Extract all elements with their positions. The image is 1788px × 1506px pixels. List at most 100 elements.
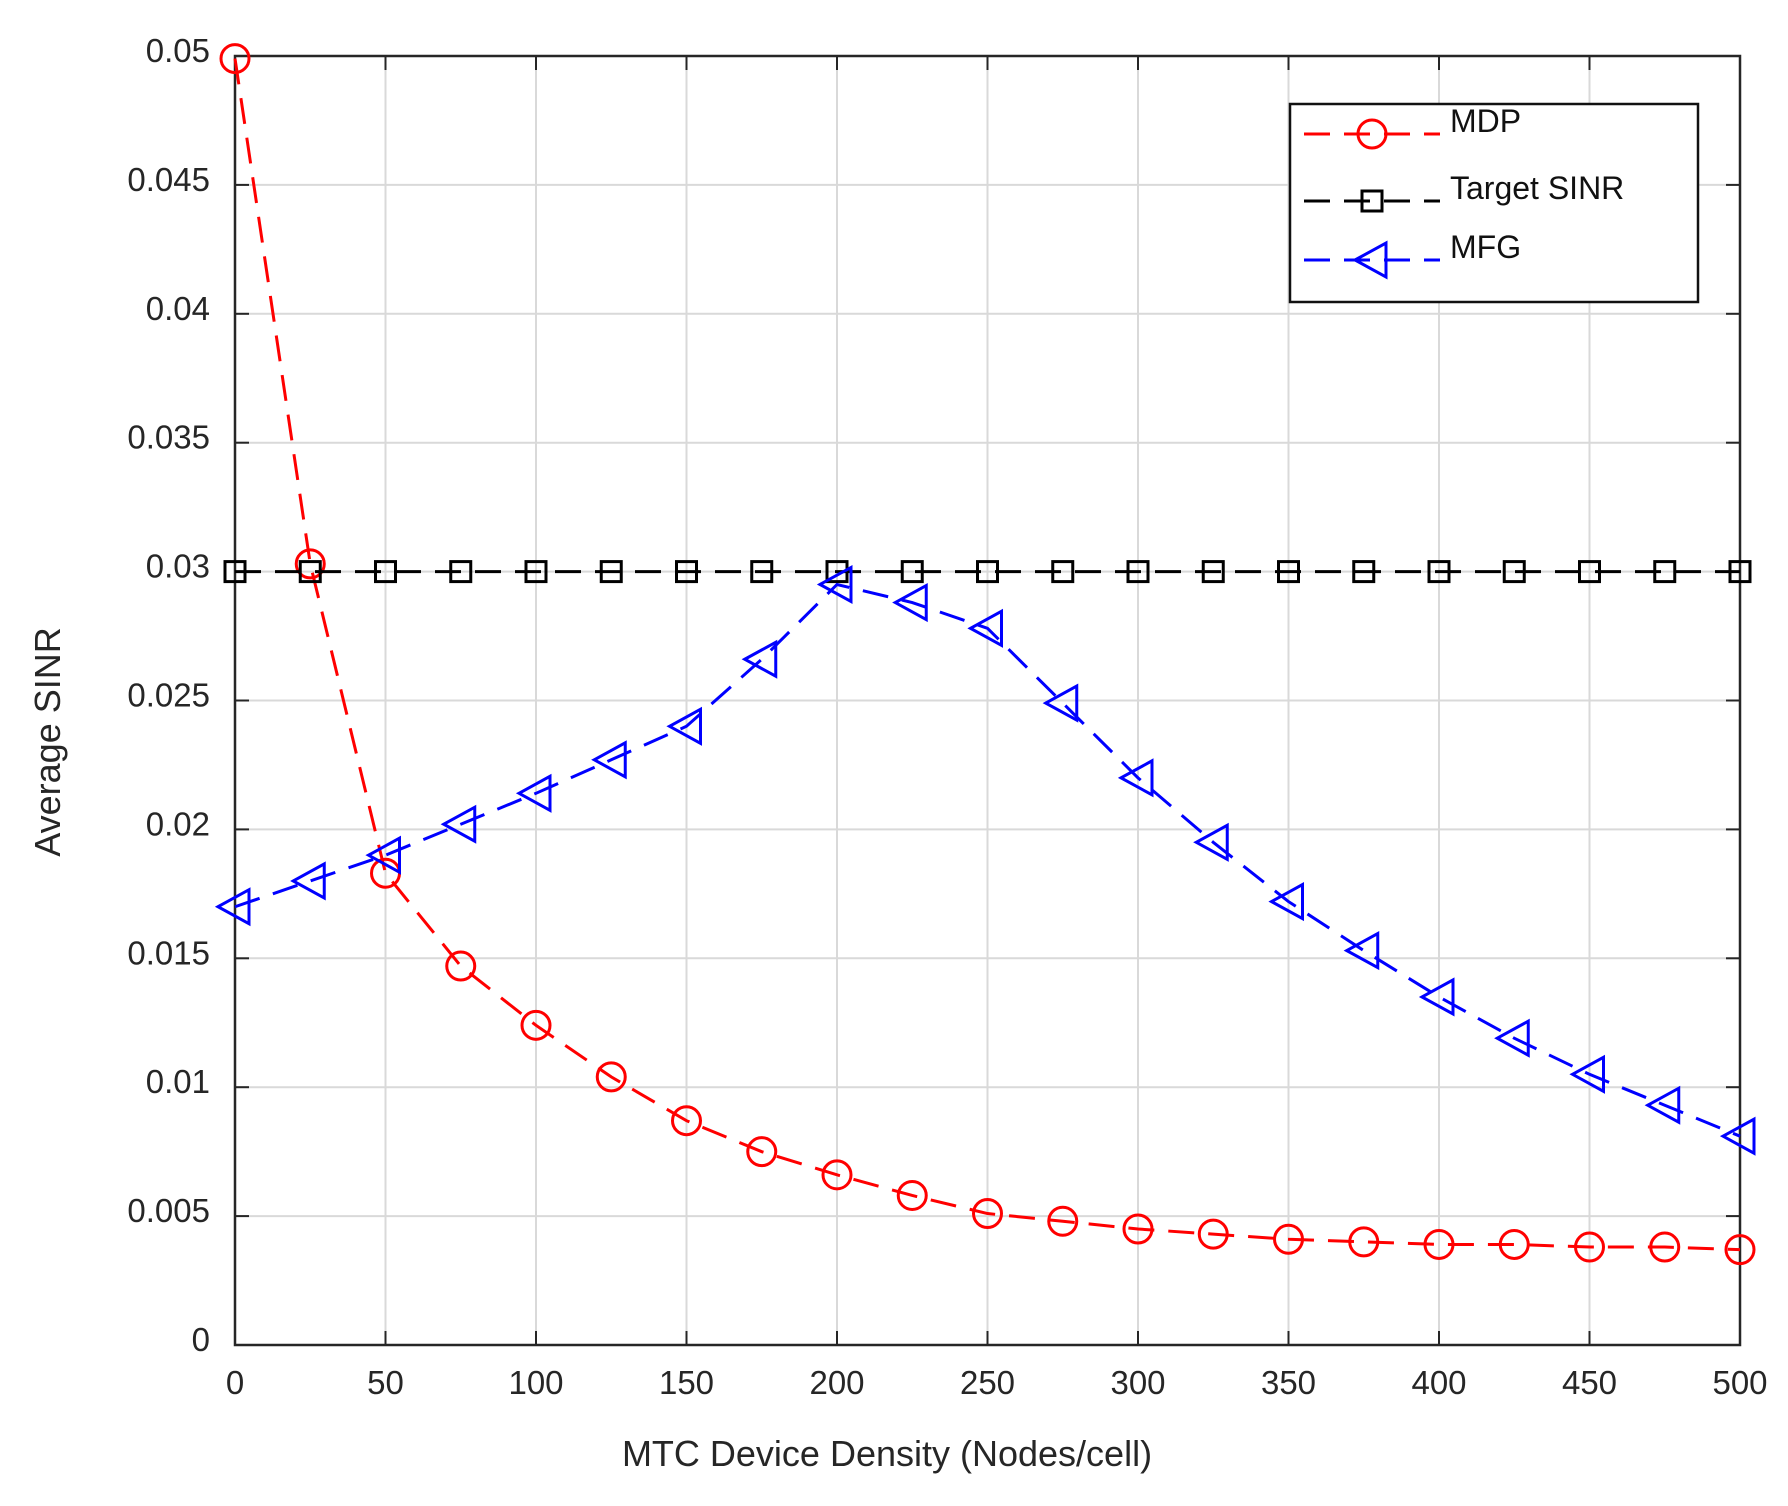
data-point	[1343, 931, 1380, 971]
x-tick-label: 250	[960, 1364, 1015, 1401]
y-tick-label: 0.04	[146, 290, 210, 327]
data-point	[967, 608, 1003, 648]
data-point	[750, 560, 774, 584]
data-point	[595, 1061, 627, 1093]
series-line	[234, 582, 1741, 1138]
data-point	[298, 560, 322, 584]
data-point	[671, 1105, 702, 1137]
axes: 0 50 100 150 200 250 300 350 400 450 500 0 0.005 0.01…	[127, 32, 1767, 1401]
y-axis-title: Average SINR	[27, 627, 68, 856]
data-point	[214, 887, 251, 927]
data-point	[449, 560, 473, 584]
data-point	[816, 564, 853, 605]
data-point	[1649, 1231, 1681, 1263]
data-point	[741, 639, 778, 679]
x-tick-label: 200	[809, 1364, 864, 1401]
data-point	[1498, 1228, 1530, 1260]
legend-marker	[1356, 118, 1388, 150]
data-point	[1348, 1226, 1380, 1258]
data-point	[524, 560, 548, 584]
y-tick-label: 0.03	[146, 548, 210, 585]
x-axis-title: MTC Device Density (Nodes/cell)	[622, 1433, 1152, 1474]
data-point	[1352, 560, 1376, 584]
data-point	[896, 1179, 928, 1211]
data-point	[294, 548, 326, 580]
data-point	[1042, 683, 1079, 723]
y-tick-label: 0.02	[146, 805, 210, 842]
legend: MDP Target SINR MFG	[1288, 102, 1700, 304]
x-tick-label: 0	[226, 1364, 244, 1401]
data-point	[445, 950, 477, 982]
data-point	[900, 560, 924, 584]
data-point	[223, 560, 247, 584]
x-tick-label: 500	[1712, 1364, 1767, 1401]
data-point	[1193, 822, 1229, 862]
data-point	[1653, 560, 1677, 584]
legend-marker	[1351, 240, 1388, 280]
legend-marker	[1360, 189, 1384, 213]
y-tick-label: 0.045	[127, 161, 210, 198]
data-point	[1277, 560, 1300, 584]
legend-label: Target SINR	[1450, 170, 1624, 206]
data-point	[365, 835, 401, 875]
data-point	[972, 1198, 1003, 1230]
data-point	[290, 861, 326, 901]
x-tick-label: 50	[367, 1364, 404, 1401]
y-tick-label: 0.01	[146, 1063, 210, 1100]
y-tick-label: 0.005	[127, 1192, 210, 1229]
data-point	[746, 1136, 778, 1168]
data-point	[440, 804, 477, 844]
data-point	[591, 740, 627, 780]
data-point	[1051, 560, 1075, 584]
series-line	[233, 58, 1741, 1252]
y-tick-label: 0.015	[127, 934, 210, 971]
series-mdp	[219, 43, 1756, 1266]
series-mfg	[214, 564, 1756, 1156]
data-point	[1423, 1228, 1455, 1260]
data-point	[1126, 560, 1150, 584]
data-point	[1273, 1223, 1304, 1255]
y-tick-label: 0.025	[127, 677, 210, 714]
y-tick-label: 0	[192, 1321, 210, 1358]
x-tick-label: 400	[1411, 1364, 1466, 1401]
data-point	[666, 706, 702, 746]
data-point	[1728, 560, 1752, 584]
data-point	[515, 773, 552, 813]
data-point	[1574, 1231, 1605, 1263]
data-point	[821, 1159, 853, 1191]
data-point	[1427, 560, 1451, 584]
data-point	[1117, 758, 1154, 798]
data-point	[675, 560, 698, 584]
legend-label: MDP	[1450, 103, 1521, 139]
data-point	[1122, 1213, 1154, 1245]
data-point	[520, 1009, 552, 1041]
series-target-sinr	[223, 560, 1752, 584]
x-tick-label: 300	[1110, 1364, 1165, 1401]
data-point	[374, 560, 397, 584]
data-point	[1418, 977, 1455, 1017]
y-tick-label: 0.035	[127, 419, 210, 456]
data-point	[825, 560, 849, 584]
data-point	[1197, 1218, 1229, 1250]
data-point	[892, 583, 928, 623]
x-tick-label: 350	[1261, 1364, 1316, 1401]
data-point	[976, 560, 999, 584]
data-point	[1502, 560, 1526, 584]
data-point	[1201, 560, 1225, 584]
data-point	[599, 560, 623, 584]
data-point	[219, 43, 251, 75]
data-point	[1268, 882, 1304, 922]
data-point	[1494, 1018, 1530, 1058]
data-point	[1724, 1234, 1756, 1266]
x-tick-label: 100	[508, 1364, 563, 1401]
data-point	[1569, 1054, 1605, 1094]
data-point	[1578, 560, 1601, 584]
x-tick-label: 450	[1562, 1364, 1617, 1401]
y-tick-label: 0.05	[146, 32, 210, 69]
data-point	[1719, 1116, 1756, 1156]
legend-label: MFG	[1450, 229, 1521, 265]
data-point	[1644, 1085, 1681, 1125]
plot-series	[214, 43, 1756, 1266]
x-tick-label: 150	[659, 1364, 714, 1401]
